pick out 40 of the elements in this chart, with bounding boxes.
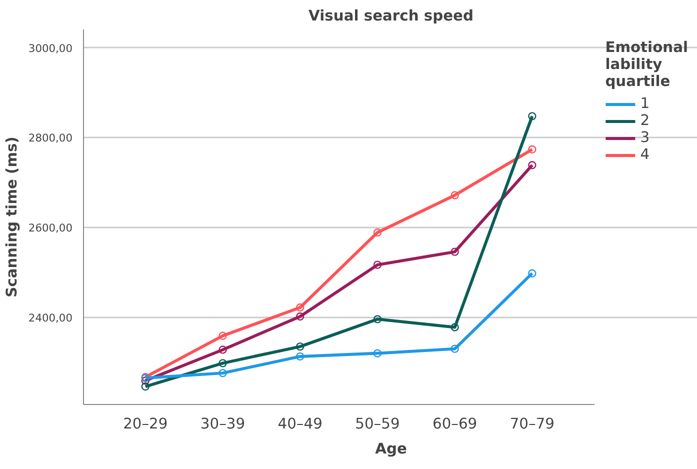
x-axis-title: Age [375,440,407,458]
point [528,112,536,120]
legend-label: 4 [640,146,651,163]
legend-label: 3 [640,129,651,146]
y-axis-title: Scanning time (ms) [3,136,20,298]
point [373,228,382,237]
x-tick-label: 50–59 [355,416,400,432]
point [528,145,536,154]
point [373,260,382,269]
point [373,349,382,358]
y-tick-label: 2600,00 [28,222,73,235]
x-tick-label: 40–49 [278,416,322,432]
point [373,315,382,324]
x-tick-label: 70–79 [510,416,555,432]
point [296,352,304,361]
point [528,269,536,278]
point [218,368,227,378]
x-tick-label: 30–39 [200,416,246,432]
point [218,359,227,368]
point [296,342,304,351]
legend-title: Emotional lability quartile [605,39,688,90]
point [296,312,304,321]
y-tick-label: 2400,00 [28,311,73,324]
y-tick-label: 2800,00 [28,132,73,145]
point [450,248,459,256]
point [450,323,459,332]
legend-label: 1 [640,95,651,112]
point [218,332,227,340]
point [218,346,227,354]
x-tick-label: 60–69 [432,416,478,432]
point [450,344,459,353]
point [296,303,304,312]
legend-label: 2 [640,112,651,129]
point [141,382,150,391]
point [141,376,150,385]
point [450,191,459,200]
y-tick-label: 3000,00 [28,42,73,55]
chart-title: Visual search speed [308,8,474,24]
x-tick-label: 20–29 [123,416,168,432]
point [528,161,536,170]
